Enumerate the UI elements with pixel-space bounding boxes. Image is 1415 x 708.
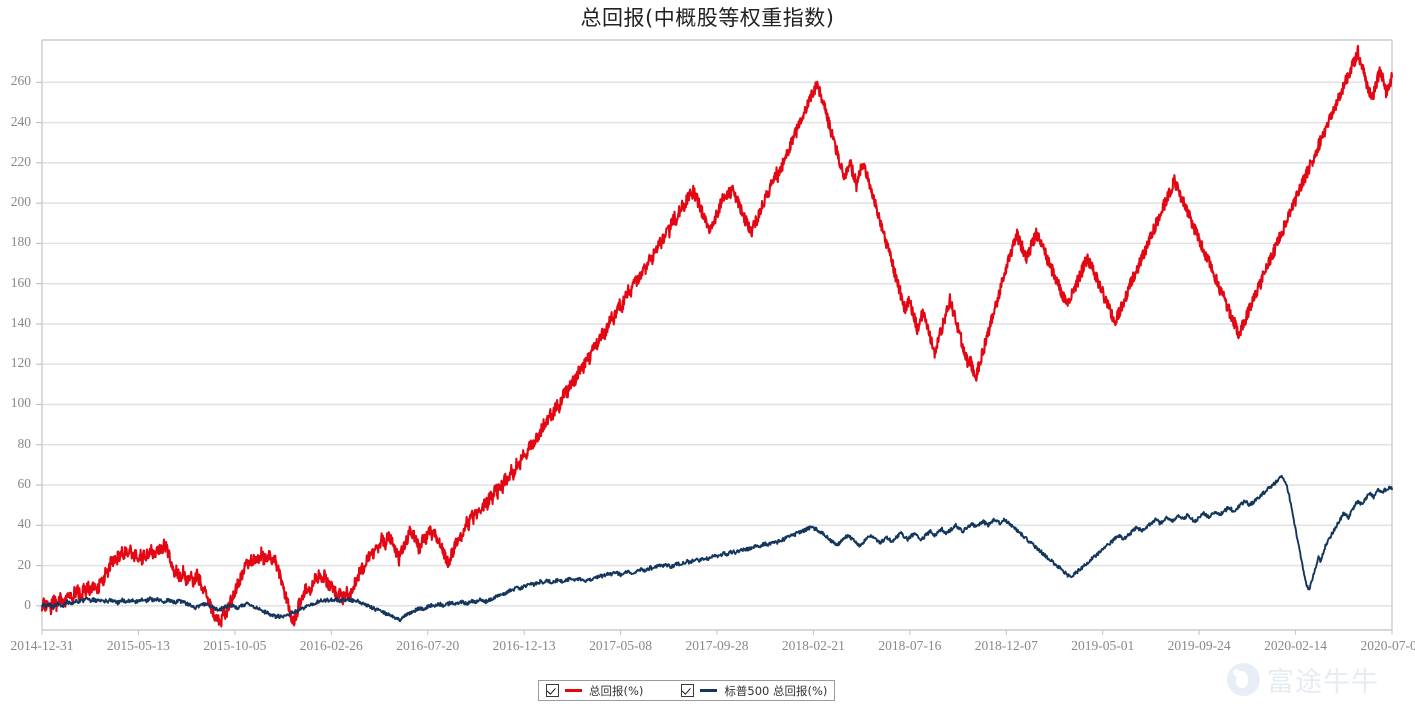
y-tick-label: 120: [10, 355, 31, 371]
x-tick-label: 2019-09-24: [1167, 638, 1231, 653]
y-tick-label: 140: [10, 314, 31, 330]
x-tick-label: 2016-07-20: [396, 638, 460, 653]
x-tick-label: 2015-10-05: [203, 638, 267, 653]
chart-title: 总回报(中概股等权重指数): [580, 6, 835, 30]
x-tick-label: 2020-02-14: [1264, 638, 1328, 653]
y-tick-label: 240: [10, 113, 31, 129]
y-tick-label: 160: [10, 274, 31, 290]
legend-item-sp500-total-return[interactable]: 标普500 总回报(%): [681, 681, 827, 700]
y-tick-label: 260: [10, 73, 31, 89]
x-tick-label: 2020-07-09: [1360, 638, 1415, 653]
y-tick-label: 220: [10, 153, 31, 169]
gridlines: [42, 81, 1392, 607]
legend-color-swatch-red: [565, 689, 582, 692]
y-tick-label: 100: [10, 395, 31, 411]
y-tick-label: 20: [17, 556, 32, 572]
y-tick-label: 60: [17, 476, 32, 492]
x-tick-label: 2018-07-16: [878, 638, 942, 653]
y-tick-label: 40: [17, 516, 32, 532]
x-tick-label: 2017-05-08: [589, 638, 653, 653]
x-tick-label: 2016-12-13: [492, 638, 556, 653]
series-line-total-return: [40, 44, 1394, 628]
x-tick-label: 2016-02-26: [299, 638, 363, 653]
y-tick-label: 200: [10, 194, 31, 210]
legend-checkbox-sp500[interactable]: [681, 684, 695, 697]
x-tick-label: 2018-12-07: [974, 638, 1038, 653]
x-tick-label: 2018-02-21: [781, 638, 845, 653]
series-lines: [40, 44, 1394, 628]
x-tick-label: 2015-05-13: [106, 638, 170, 653]
legend-color-swatch-navy: [700, 689, 718, 692]
x-tick-label: 2014-12-31: [10, 638, 74, 653]
y-tick-label: 0: [24, 596, 31, 612]
legend-label-sp500-total-return: 标普500 总回报(%): [724, 683, 828, 698]
chart-legend[interactable]: 总回报(%) 标普500 总回报(%): [538, 680, 836, 701]
series-line-sp500: [41, 474, 1393, 623]
axis-lines: [36, 39, 1393, 635]
x-tick-label: 2017-09-28: [685, 638, 749, 653]
legend-label-total-return: 总回报(%): [589, 683, 644, 698]
y-tick-label: 80: [17, 435, 32, 451]
x-tick-label: 2019-05-01: [1071, 638, 1135, 653]
y-tick-label: 180: [10, 234, 31, 250]
legend-checkbox-total-return[interactable]: [546, 684, 559, 697]
legend-item-total-return[interactable]: 总回报(%): [546, 681, 643, 700]
